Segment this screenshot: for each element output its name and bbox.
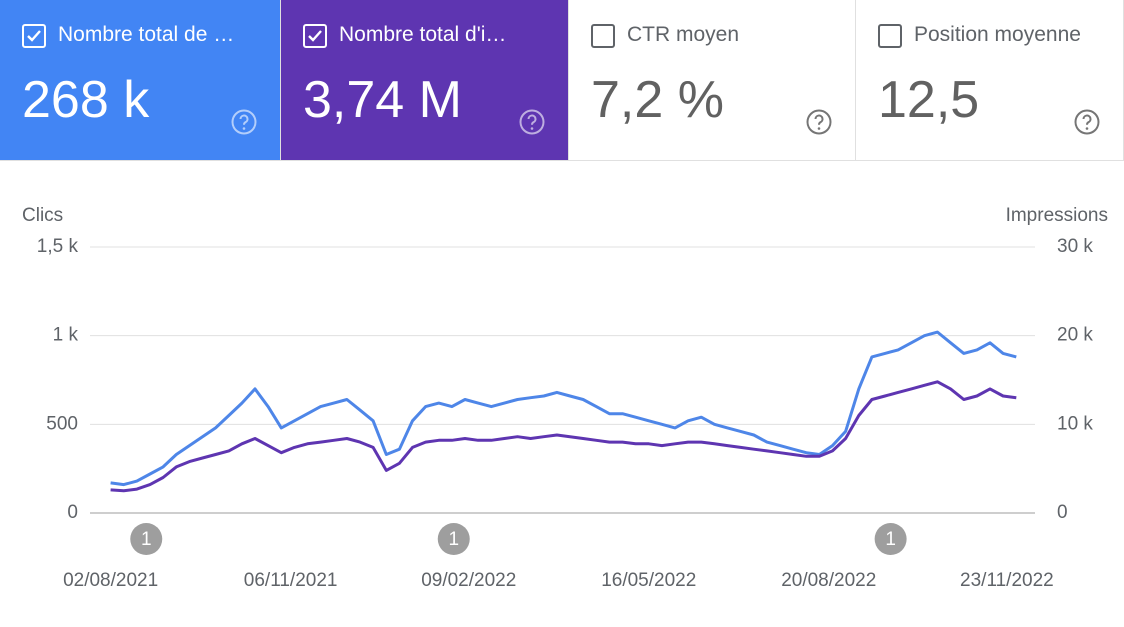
metric-card[interactable]: Nombre total de … 268 k bbox=[0, 0, 281, 160]
y2-tick-label: 30 k bbox=[1057, 236, 1093, 257]
x-tick-label: 23/11/2022 bbox=[960, 570, 1054, 591]
annotation-label: 1 bbox=[448, 529, 459, 550]
annotation-label: 1 bbox=[885, 529, 896, 550]
y-axis-title: Clics bbox=[22, 205, 63, 226]
annotation-label: 1 bbox=[141, 529, 152, 550]
y-tick-label: 1,5 k bbox=[37, 236, 79, 257]
metric-value: 7,2 % bbox=[591, 71, 724, 129]
y2-axis-title: Impressions bbox=[1006, 205, 1108, 226]
y-tick-label: 0 bbox=[67, 502, 78, 523]
help-icon[interactable] bbox=[805, 108, 833, 136]
y-tick-label: 500 bbox=[46, 413, 78, 434]
help-icon[interactable] bbox=[1073, 108, 1101, 136]
x-tick-label: 02/08/2021 bbox=[63, 570, 158, 591]
metric-card[interactable]: CTR moyen 7,2 % bbox=[569, 0, 856, 160]
metric-cards: Nombre total de … 268 k Nombre total d'i… 3… bbox=[0, 0, 1124, 161]
metric-label: CTR moyen bbox=[627, 23, 740, 46]
y-tick-label: 1 k bbox=[53, 325, 79, 346]
metric-value: 12,5 bbox=[878, 71, 980, 129]
annotation-marker bbox=[130, 523, 163, 555]
series-line bbox=[110, 330, 1017, 487]
metric-label: Nombre total de … bbox=[58, 23, 235, 46]
x-tick-label: 09/02/2022 bbox=[421, 570, 516, 591]
x-tick-label: 16/05/2022 bbox=[601, 570, 696, 591]
metric-value: 268 k bbox=[22, 71, 150, 129]
metric-label: Nombre total d'i… bbox=[339, 23, 507, 46]
y2-tick-label: 10 k bbox=[1057, 413, 1093, 434]
x-tick-label: 20/08/2022 bbox=[781, 570, 876, 591]
checkbox[interactable] bbox=[591, 24, 615, 48]
series-line bbox=[110, 380, 1017, 493]
metric-label: Position moyenne bbox=[914, 23, 1081, 46]
y2-tick-label: 20 k bbox=[1057, 325, 1093, 346]
help-icon[interactable] bbox=[518, 108, 546, 136]
metric-card[interactable]: Position moyenne 12,5 bbox=[856, 0, 1124, 160]
checkbox[interactable] bbox=[22, 24, 46, 48]
checkbox[interactable] bbox=[878, 24, 902, 48]
help-icon[interactable] bbox=[230, 108, 258, 136]
metric-card[interactable]: Nombre total d'i… 3,74 M bbox=[281, 0, 569, 160]
x-tick-label: 06/11/2021 bbox=[244, 570, 338, 591]
checkbox[interactable] bbox=[303, 24, 327, 48]
metric-value: 3,74 M bbox=[303, 71, 462, 129]
annotation-marker bbox=[874, 523, 907, 555]
chart: Clics Impressions 0 500 1 k 1,5 k 0 10 k 20 k 3… bbox=[22, 205, 1108, 591]
y2-tick-label: 0 bbox=[1057, 502, 1068, 523]
annotation-marker bbox=[437, 523, 470, 555]
